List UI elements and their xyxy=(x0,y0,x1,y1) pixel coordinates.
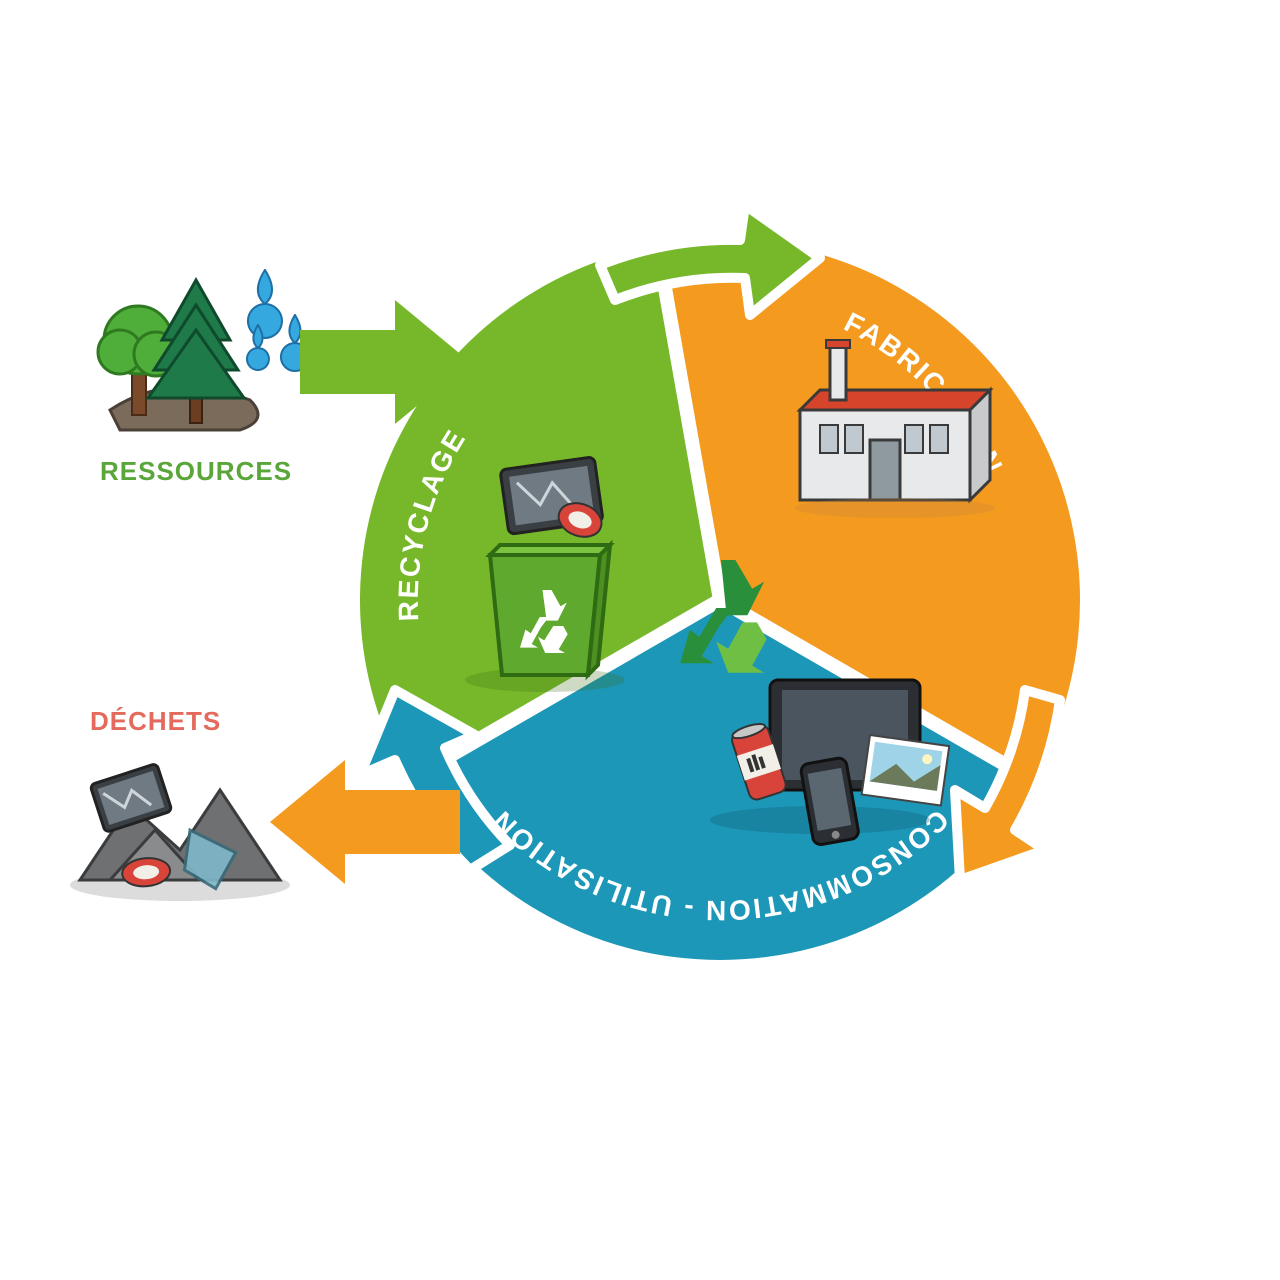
label-dechets: DÉCHETS xyxy=(90,706,221,736)
nature-icon xyxy=(98,270,309,430)
dechets-block: DÉCHETS xyxy=(70,706,290,901)
ressources-block: RESSOURCES xyxy=(98,270,309,486)
cycle-wheel: FABRICATION CONSOMMATION - UTILISATION R… xyxy=(360,205,1080,960)
waste-pile-icon xyxy=(70,763,290,901)
circular-economy-diagram: FABRICATION CONSOMMATION - UTILISATION R… xyxy=(0,0,1280,1280)
label-ressources: RESSOURCES xyxy=(100,456,292,486)
